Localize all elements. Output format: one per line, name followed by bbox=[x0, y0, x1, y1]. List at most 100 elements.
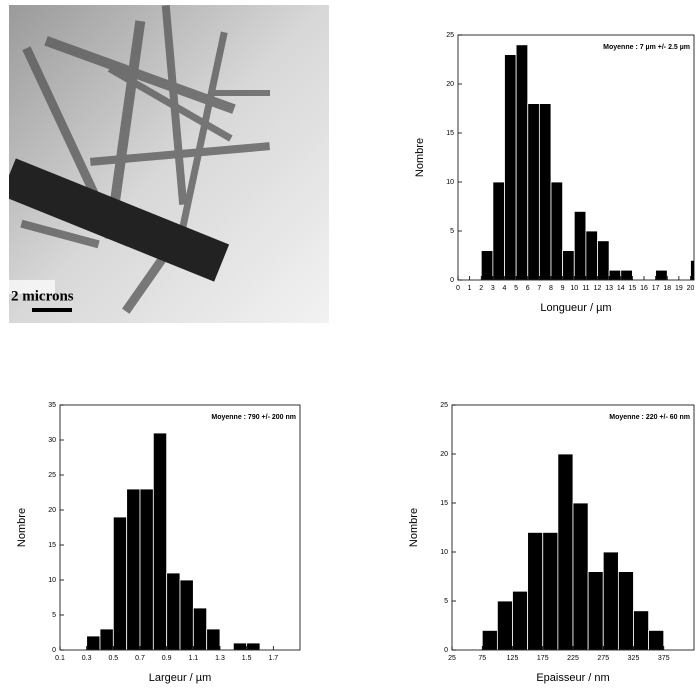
x-tick-label: 8 bbox=[549, 285, 553, 292]
y-tick-label: 10 bbox=[446, 179, 454, 186]
bar bbox=[86, 635, 101, 650]
x-tick-label: 1.1 bbox=[188, 655, 198, 662]
y-tick-label: 35 bbox=[48, 402, 56, 409]
bar bbox=[557, 453, 574, 650]
x-tick-label: 14 bbox=[617, 285, 625, 292]
x-tick-label: 19 bbox=[675, 285, 683, 292]
y-tick-label: 10 bbox=[48, 577, 56, 584]
annotation: Moyenne : 790 +/- 200 nm bbox=[211, 414, 296, 421]
x-tick-label: 10 bbox=[570, 285, 578, 292]
bar bbox=[166, 572, 181, 650]
x-axis-label: Epaisseur / nm bbox=[536, 672, 609, 684]
x-tick-label: 0 bbox=[456, 285, 460, 292]
bar bbox=[542, 532, 559, 650]
bar bbox=[620, 269, 633, 280]
bar bbox=[232, 642, 248, 650]
x-tick-label: 1.7 bbox=[268, 655, 278, 662]
x-tick-label: 125 bbox=[507, 655, 519, 662]
y-tick-label: 5 bbox=[52, 612, 56, 619]
x-tick-label: 325 bbox=[628, 655, 640, 662]
bar bbox=[572, 502, 589, 650]
bar bbox=[492, 181, 505, 280]
x-tick-label: 375 bbox=[658, 655, 670, 662]
bar bbox=[690, 259, 694, 280]
x-tick-label: 7 bbox=[537, 285, 541, 292]
bar bbox=[573, 210, 587, 280]
y-tick-label: 15 bbox=[440, 500, 448, 507]
bar bbox=[192, 607, 208, 650]
x-tick-label: 18 bbox=[663, 285, 671, 292]
x-tick-label: 1.5 bbox=[242, 655, 252, 662]
plot-frame bbox=[59, 404, 301, 651]
bar bbox=[597, 240, 610, 280]
bar bbox=[527, 103, 540, 280]
x-tick-label: 6 bbox=[526, 285, 530, 292]
x-tick-label: 2 bbox=[479, 285, 483, 292]
bar bbox=[496, 600, 513, 650]
y-tick-label: 15 bbox=[446, 130, 454, 137]
scale-bar bbox=[32, 308, 72, 312]
annotation: Moyenne : 220 +/- 60 nm bbox=[609, 414, 690, 421]
bar bbox=[633, 610, 650, 650]
plot-area bbox=[86, 432, 261, 650]
x-tick-label: 16 bbox=[640, 285, 648, 292]
y-tick-label: 25 bbox=[440, 402, 448, 409]
x-axis-label: Longueur / µm bbox=[540, 302, 611, 314]
x-tick-label: 5 bbox=[514, 285, 518, 292]
y-tick-label: 0 bbox=[450, 277, 454, 284]
bar bbox=[206, 628, 221, 650]
bar bbox=[608, 269, 622, 280]
bar bbox=[585, 230, 598, 280]
y-tick-label: 25 bbox=[446, 32, 454, 39]
x-tick-label: 0.9 bbox=[162, 655, 172, 662]
plot-frame bbox=[457, 34, 695, 281]
y-axis-label: Nombre bbox=[408, 508, 420, 547]
x-tick-label: 0.7 bbox=[135, 655, 145, 662]
bar bbox=[179, 579, 194, 650]
x-tick-label: 4 bbox=[503, 285, 507, 292]
bar bbox=[515, 44, 529, 280]
x-tick-label: 11 bbox=[582, 285, 589, 292]
y-tick-label: 10 bbox=[440, 549, 448, 556]
y-tick-label: 20 bbox=[48, 507, 56, 514]
bar bbox=[246, 642, 261, 650]
bar bbox=[126, 488, 141, 650]
x-tick-label: 0.5 bbox=[108, 655, 118, 662]
x-axis-label: Largeur / µm bbox=[149, 672, 212, 684]
x-tick-label: 0.3 bbox=[82, 655, 92, 662]
x-tick-label: 275 bbox=[597, 655, 609, 662]
x-tick-label: 1 bbox=[468, 285, 472, 292]
bar bbox=[587, 571, 604, 650]
bar bbox=[602, 551, 619, 650]
bar bbox=[617, 571, 634, 650]
y-tick-label: 30 bbox=[48, 437, 56, 444]
bar bbox=[504, 54, 517, 280]
y-tick-label: 15 bbox=[48, 542, 56, 549]
bar bbox=[481, 630, 498, 650]
annotation: Moyenne : 7 µm +/- 2.5 µm bbox=[603, 44, 690, 51]
y-tick-label: 20 bbox=[446, 81, 454, 88]
y-axis-label: Nombre bbox=[16, 508, 28, 547]
x-tick-label: 3 bbox=[491, 285, 495, 292]
x-tick-label: 75 bbox=[478, 655, 486, 662]
bar bbox=[527, 532, 544, 650]
y-tick-label: 5 bbox=[444, 598, 448, 605]
bar bbox=[99, 628, 114, 650]
y-tick-label: 20 bbox=[440, 451, 448, 458]
x-tick-label: 20 bbox=[687, 285, 695, 292]
y-tick-label: 0 bbox=[52, 647, 56, 654]
x-tick-label: 17 bbox=[652, 285, 660, 292]
bar bbox=[139, 488, 154, 650]
x-tick-label: 9 bbox=[561, 285, 565, 292]
bar bbox=[112, 516, 128, 650]
y-tick-label: 0 bbox=[444, 647, 448, 654]
scale-label: 2 microns bbox=[11, 288, 74, 304]
x-tick-label: 1.3 bbox=[215, 655, 225, 662]
x-tick-label: 15 bbox=[628, 285, 636, 292]
x-tick-label: 12 bbox=[594, 285, 602, 292]
x-tick-label: 225 bbox=[567, 655, 579, 662]
x-tick-label: 175 bbox=[537, 655, 549, 662]
plot-area bbox=[481, 453, 665, 650]
